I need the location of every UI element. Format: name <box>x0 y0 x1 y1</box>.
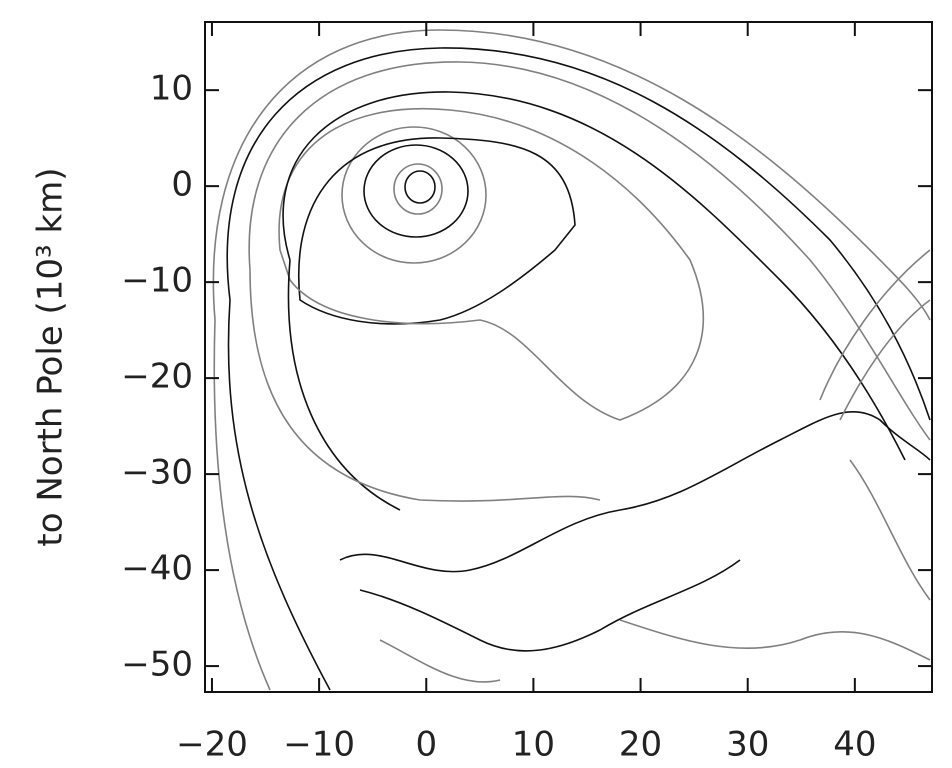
contour-line <box>339 410 931 573</box>
y-tick-label: 10 <box>150 69 193 109</box>
x-tick-label: 20 <box>619 725 662 765</box>
contour-line <box>341 126 487 264</box>
contour-line <box>248 61 931 502</box>
contour-line <box>404 170 436 204</box>
x-tick-label: −20 <box>176 725 248 765</box>
contour-line <box>363 144 469 238</box>
contour-line <box>212 29 931 691</box>
plot-frame <box>204 21 933 693</box>
x-tick-label: 30 <box>726 725 769 765</box>
x-tick-label: 10 <box>512 725 555 765</box>
contours <box>212 29 931 691</box>
y-tick-label: −50 <box>121 645 193 685</box>
contour-line <box>379 619 931 683</box>
y-tick-label: −10 <box>121 261 193 301</box>
y-axis-label: to North Pole (10³ km) <box>31 167 71 546</box>
x-tick-label: 0 <box>415 725 437 765</box>
x-tick-label: 40 <box>833 725 876 765</box>
contour-line <box>298 137 576 325</box>
contour-line <box>226 47 931 691</box>
contour-line <box>282 91 906 511</box>
y-tick-label: −40 <box>121 549 193 589</box>
y-tick-label: 0 <box>171 165 193 205</box>
x-tick-label: −10 <box>283 725 355 765</box>
contour-line <box>393 163 443 215</box>
y-tick-label: −20 <box>121 357 193 397</box>
contour-line <box>278 108 704 421</box>
y-tick-label: −30 <box>121 453 193 493</box>
contour-line <box>819 249 931 601</box>
contour-line <box>359 559 741 652</box>
